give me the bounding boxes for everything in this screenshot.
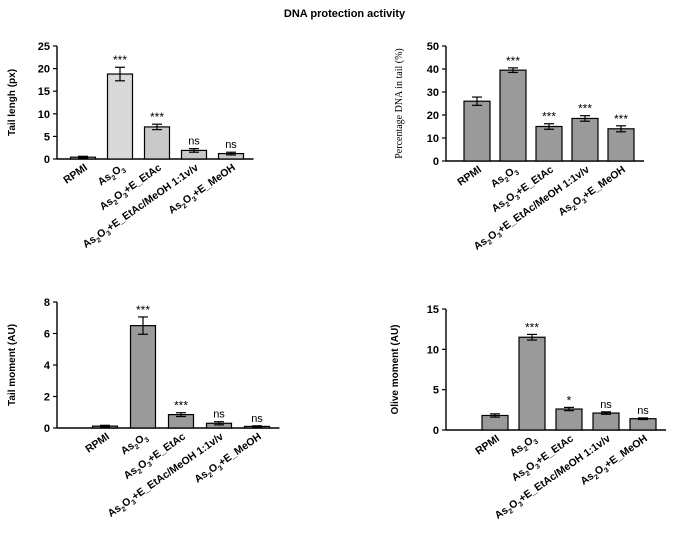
significance-label: ns — [213, 409, 225, 421]
y-tick-label: 10 — [427, 344, 439, 356]
y-tick-label: 30 — [427, 87, 439, 99]
bar — [592, 412, 620, 431]
y-tick-label: 0 — [433, 156, 439, 168]
significance-label: ns — [600, 399, 612, 411]
y-tick-label: 6 — [44, 329, 50, 341]
y-tick-label: 10 — [38, 109, 50, 121]
significance-label: *** — [113, 53, 127, 67]
y-axis-title: Percentage DNA in tail (%) — [394, 48, 405, 159]
y-tick-label: 0 — [44, 423, 50, 435]
significance-label: ns — [225, 139, 237, 151]
y-tick-label: 5 — [44, 131, 50, 143]
significance-label: *** — [174, 399, 188, 413]
category-label: RPMI — [83, 431, 111, 456]
bar — [571, 117, 599, 162]
y-axis-title: Olive moment (AU) — [390, 324, 401, 414]
significance-label: *** — [150, 110, 164, 124]
y-tick-label: 0 — [433, 425, 439, 437]
figure-title: DNA protection activity — [283, 8, 406, 20]
bar — [518, 336, 546, 431]
significance-label: *** — [136, 303, 150, 317]
y-tick-label: 25 — [38, 41, 50, 53]
y-tick-label: 20 — [427, 110, 439, 122]
y-tick-label: 10 — [427, 133, 439, 145]
y-tick-label: 15 — [427, 304, 439, 316]
significance-label: ns — [188, 136, 200, 148]
bar — [555, 408, 583, 431]
y-tick-label: 4 — [44, 360, 51, 372]
bar — [607, 128, 635, 162]
bar — [129, 325, 157, 429]
significance-label: *** — [614, 112, 628, 126]
bar — [143, 126, 171, 160]
y-tick-label: 2 — [44, 392, 50, 404]
y-tick-label: 50 — [427, 41, 439, 53]
significance-label: ns — [637, 405, 649, 417]
category-label: RPMI — [473, 433, 501, 458]
bar — [535, 125, 563, 162]
category-label: As2O3+E_MeOH — [166, 162, 239, 219]
significance-label: *** — [578, 102, 592, 116]
bar — [499, 69, 527, 162]
bar — [463, 100, 491, 162]
y-tick-label: 15 — [38, 86, 50, 98]
category-label: As2O3+E_MeOH — [578, 433, 651, 490]
category-label: RPMI — [455, 164, 483, 189]
y-tick-label: 0 — [44, 154, 50, 166]
bar — [106, 73, 134, 160]
significance-label: * — [567, 393, 572, 407]
significance-label: *** — [542, 110, 556, 124]
panel-percentage-dna: 0 10 20 30 40 50 Percentage DNA in tail (%) RPM… — [394, 41, 644, 253]
y-axis-title: Tail lengh (px) — [7, 69, 18, 136]
y-tick-label: 20 — [38, 64, 50, 76]
category-label: As2O3+E_MeOH — [556, 164, 629, 221]
y-tick-label: 5 — [433, 385, 439, 397]
significance-label: ns — [251, 413, 263, 425]
significance-label: *** — [506, 54, 520, 68]
category-label: RPMI — [61, 162, 89, 187]
category-label: As2O3+E_MeOH — [192, 431, 265, 488]
y-tick-label: 8 — [44, 297, 50, 309]
y-tick-label: 40 — [427, 64, 439, 76]
significance-label: *** — [525, 320, 539, 334]
y-axis-title: Tail moment (AU) — [7, 324, 18, 406]
bar — [629, 418, 657, 431]
